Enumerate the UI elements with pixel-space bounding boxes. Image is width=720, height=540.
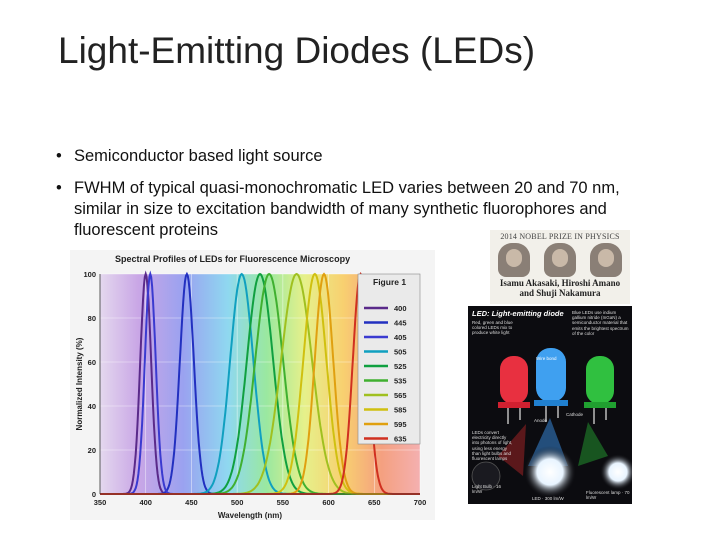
led-spectra-chart: Spectral Profiles of LEDs for Fluorescen… <box>70 250 435 520</box>
legend-label-635: 635 <box>394 435 407 444</box>
y-tick-label: 0 <box>92 490 96 499</box>
y-tick-label: 100 <box>83 270 96 279</box>
bullet-icon: • <box>56 147 62 165</box>
green-led-icon <box>586 356 614 404</box>
laureate-portrait-icon <box>544 243 576 277</box>
x-tick-label: 400 <box>139 498 152 507</box>
x-tick-label: 600 <box>322 498 335 507</box>
y-tick-label: 60 <box>88 358 96 367</box>
y-tick-label: 40 <box>88 402 96 411</box>
bullet-item: • FWHM of typical quasi-monochromatic LED… <box>56 178 656 241</box>
laureate-names: Isamu Akasaki, Hiroshi Amano and Shuji N… <box>490 278 630 298</box>
x-tick-label: 500 <box>231 498 244 507</box>
legend-label-585: 585 <box>394 406 407 415</box>
led-infographic-title: LED: Light-emitting diode <box>472 309 564 318</box>
legend-label-445: 445 <box>394 319 407 328</box>
wire-bond-label: Wire bond <box>536 356 557 361</box>
led-infographic: LED: Light-emitting diode Red, green and… <box>468 306 632 504</box>
x-tick-label: 350 <box>94 498 107 507</box>
incandescent-bulb-icon <box>471 461 501 491</box>
x-tick-label: 550 <box>277 498 290 507</box>
laureate-portrait-icon <box>590 243 622 277</box>
x-tick-label: 450 <box>185 498 198 507</box>
laureate-names-line1: Isamu Akasaki, Hiroshi Amano <box>499 278 621 288</box>
laureate-portrait-icon <box>498 243 530 277</box>
rgb-mix-note: Red, green and blue colored LEDs mix to … <box>472 320 513 336</box>
legend-label-595: 595 <box>394 420 407 429</box>
bullet-text: FWHM of typical quasi-monochromatic LED … <box>74 179 620 239</box>
fluorescent-lamp-label: Fluorescent lamp · 70 lm/W <box>586 490 630 501</box>
y-tick-label: 20 <box>88 446 96 455</box>
legend-label-565: 565 <box>394 391 407 400</box>
laureate-names-line2: and Shuji Nakamura <box>519 288 601 298</box>
legend-label-525: 525 <box>394 362 407 371</box>
nobel-prize-photo: 2014 NOBEL PRIZE IN PHYSICS Isamu Akasak… <box>490 230 630 304</box>
bullet-text: Semiconductor based light source <box>74 147 323 165</box>
figure-label: Figure 1 <box>373 277 406 287</box>
nobel-header: 2014 NOBEL PRIZE IN PHYSICS <box>500 232 620 241</box>
fluorescent-lamp-icon <box>600 454 632 490</box>
chart-title: Spectral Profiles of LEDs for Fluorescen… <box>115 254 350 264</box>
red-led-icon <box>500 356 528 404</box>
ingan-note: Blue LEDs use indium gallium nitride (In… <box>572 310 629 336</box>
legend-label-405: 405 <box>394 333 407 342</box>
x-tick-label: 700 <box>414 498 427 507</box>
bullet-item: • Semiconductor based light source <box>56 146 656 167</box>
blue-led-icon <box>536 348 566 402</box>
legend: Figure 1 400 445 405 505 525 535 565 585 595 635 <box>357 273 421 445</box>
led-light-bulb-icon <box>524 446 576 498</box>
led-bulbs-illustration <box>471 348 632 498</box>
led-efficiency-label: LED · 300 lm/W <box>532 496 564 501</box>
anode-label: Anode <box>534 418 548 423</box>
y-axis-label: Normalized Intensity (%) <box>75 337 84 430</box>
y-tick-label: 80 <box>88 314 96 323</box>
slide-title: Light-Emitting Diodes (LEDs) <box>58 30 536 71</box>
legend-label-505: 505 <box>394 348 407 357</box>
light-bulb-label: Light Bulb · 16 lm/W <box>472 484 502 495</box>
bullet-list: • Semiconductor based light source • FWHM … <box>56 146 656 252</box>
axes: 350 400 450 500 550 600 650 700 0 20 40 60 80 100 <box>83 270 426 507</box>
efficiency-note: LEDs convert electricity directly into p… <box>472 430 513 462</box>
legend-label-535: 535 <box>394 377 407 386</box>
legend-box <box>357 273 421 445</box>
bullet-icon: • <box>56 179 62 197</box>
x-axis-label: Wavelength (nm) <box>218 511 282 520</box>
x-tick-label: 650 <box>368 498 381 507</box>
cathode-label: Cathode <box>566 412 584 417</box>
legend-label-400: 400 <box>394 304 407 313</box>
